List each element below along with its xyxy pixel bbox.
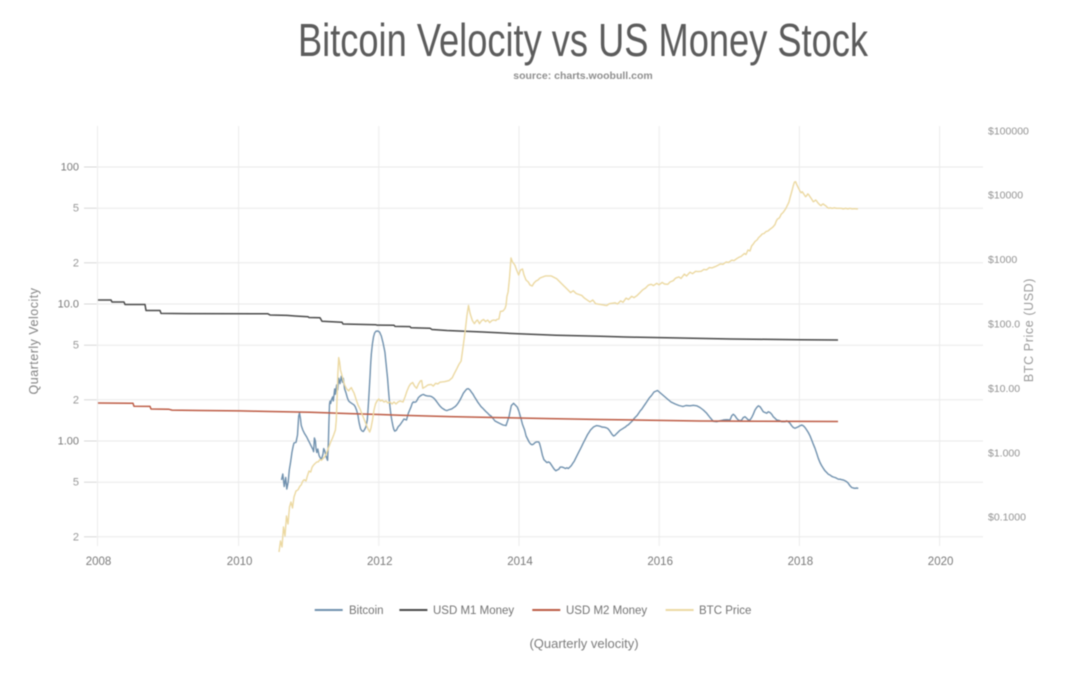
svg-text:10.0: 10.0 — [58, 299, 79, 311]
svg-text:USD M2 Money: USD M2 Money — [566, 605, 647, 617]
svg-text:1.00: 1.00 — [58, 436, 79, 448]
svg-text:2018: 2018 — [788, 556, 814, 568]
svg-text:(Quarterly velocity): (Quarterly velocity) — [529, 636, 638, 651]
svg-text:$10.00: $10.00 — [988, 383, 1020, 395]
svg-text:Quarterly Velocity: Quarterly Velocity — [27, 287, 41, 394]
svg-text:$1.000: $1.000 — [988, 447, 1020, 459]
svg-text:BTC Price: BTC Price — [699, 605, 751, 617]
svg-text:$1000: $1000 — [988, 254, 1017, 266]
svg-text:5: 5 — [73, 340, 79, 352]
svg-text:2014: 2014 — [507, 556, 533, 568]
svg-text:source: charts.woobull.com: source: charts.woobull.com — [513, 70, 652, 82]
svg-text:100: 100 — [61, 162, 79, 174]
svg-text:$10000: $10000 — [988, 190, 1023, 202]
svg-text:5: 5 — [73, 477, 79, 489]
svg-text:$100000: $100000 — [988, 125, 1029, 137]
svg-text:2: 2 — [73, 394, 79, 406]
svg-text:2020: 2020 — [928, 556, 954, 568]
svg-text:BTC Price (USD): BTC Price (USD) — [1022, 278, 1036, 382]
svg-text:2008: 2008 — [86, 556, 112, 568]
svg-text:5: 5 — [73, 203, 79, 215]
svg-text:2: 2 — [73, 531, 79, 543]
svg-text:2012: 2012 — [367, 556, 393, 568]
svg-text:2: 2 — [73, 257, 79, 269]
svg-text:Bitcoin Velocity vs US Money S: Bitcoin Velocity vs US Money Stock — [298, 15, 868, 66]
svg-text:USD M1 Money: USD M1 Money — [433, 605, 514, 617]
svg-text:2010: 2010 — [227, 556, 253, 568]
svg-text:Bitcoin: Bitcoin — [349, 605, 384, 617]
svg-text:$100.0: $100.0 — [988, 319, 1020, 331]
svg-text:$0.1000: $0.1000 — [988, 512, 1026, 524]
svg-text:2016: 2016 — [647, 556, 673, 568]
